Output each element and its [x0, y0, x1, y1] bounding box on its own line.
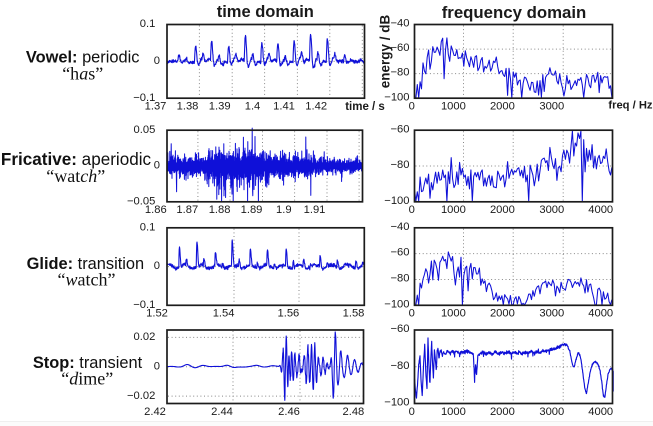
svg-text:−100: −100	[384, 298, 409, 310]
svg-text:0: 0	[409, 308, 415, 320]
svg-text:−0.02: −0.02	[127, 390, 155, 402]
svg-text:“watch”: “watch”	[46, 166, 105, 186]
svg-text:3000: 3000	[539, 406, 564, 418]
svg-text:0: 0	[154, 55, 160, 67]
svg-text:0: 0	[409, 406, 415, 418]
svg-text:1.87: 1.87	[176, 204, 198, 216]
svg-text:1.86: 1.86	[145, 204, 167, 216]
svg-text:Glide: transition: Glide: transition	[27, 255, 145, 273]
svg-text:time domain: time domain	[217, 3, 314, 21]
svg-text:−80: −80	[391, 67, 410, 79]
svg-text:−80: −80	[391, 360, 410, 372]
svg-text:−80: −80	[391, 273, 410, 285]
svg-text:freq / Hz: freq / Hz	[608, 100, 653, 112]
svg-text:1.52: 1.52	[146, 308, 168, 320]
svg-text:−60: −60	[391, 323, 410, 335]
svg-text:0: 0	[409, 204, 415, 216]
svg-text:4000: 4000	[588, 204, 613, 216]
svg-text:−40: −40	[391, 221, 410, 233]
svg-text:−0.1: −0.1	[133, 92, 155, 104]
svg-text:1.91: 1.91	[304, 204, 326, 216]
svg-text:1000: 1000	[441, 308, 466, 320]
svg-text:3000: 3000	[539, 308, 564, 320]
svg-text:1000: 1000	[441, 406, 466, 418]
svg-text:Stop: transient: Stop: transient	[33, 354, 143, 372]
svg-text:time / s: time / s	[345, 101, 385, 113]
svg-text:2000: 2000	[490, 204, 515, 216]
svg-text:Fricative: aperiodic: Fricative: aperiodic	[1, 150, 152, 169]
svg-text:4000: 4000	[588, 308, 613, 320]
svg-text:frequency domain: frequency domain	[442, 3, 587, 22]
svg-text:2.48: 2.48	[343, 406, 365, 418]
svg-text:−80: −80	[391, 159, 410, 171]
svg-text:0.05: 0.05	[134, 124, 156, 136]
svg-text:2000: 2000	[490, 308, 515, 320]
svg-text:1.89: 1.89	[241, 204, 263, 216]
svg-text:3000: 3000	[539, 101, 564, 113]
svg-text:2000: 2000	[490, 406, 515, 418]
svg-text:4000: 4000	[588, 406, 613, 418]
svg-text:−0.1: −0.1	[133, 299, 155, 311]
svg-text:−60: −60	[391, 247, 410, 259]
svg-text:−40: −40	[391, 18, 410, 30]
svg-text:−60: −60	[391, 123, 410, 135]
svg-text:Vowel: periodic: Vowel: periodic	[26, 49, 140, 67]
svg-text:1.88: 1.88	[209, 204, 231, 216]
svg-text:“watch”: “watch”	[58, 270, 116, 290]
svg-text:0: 0	[154, 360, 160, 372]
svg-text:1.41: 1.41	[273, 101, 295, 113]
svg-text:2.44: 2.44	[211, 406, 233, 418]
svg-text:−100: −100	[384, 397, 409, 409]
svg-text:0.02: 0.02	[134, 331, 156, 343]
svg-text:−100: −100	[384, 195, 409, 207]
svg-text:−100: −100	[384, 91, 409, 103]
svg-text:1.42: 1.42	[305, 101, 327, 113]
svg-text:−60: −60	[391, 42, 410, 54]
svg-text:1.56: 1.56	[278, 308, 300, 320]
svg-text:energy / dB: energy / dB	[377, 14, 392, 88]
svg-text:0: 0	[154, 260, 160, 272]
svg-text:2.46: 2.46	[278, 406, 300, 418]
svg-text:1.38: 1.38	[177, 101, 199, 113]
svg-text:“has”: “has”	[62, 64, 103, 84]
svg-text:0.1: 0.1	[140, 221, 156, 233]
svg-text:1.4: 1.4	[245, 101, 261, 113]
svg-text:1.9: 1.9	[276, 204, 292, 216]
svg-text:1.54: 1.54	[213, 308, 235, 320]
svg-text:1000: 1000	[441, 204, 466, 216]
svg-text:1000: 1000	[441, 101, 466, 113]
svg-text:2.42: 2.42	[144, 406, 166, 418]
svg-text:0: 0	[154, 160, 160, 172]
svg-text:1.58: 1.58	[343, 308, 365, 320]
svg-text:1.39: 1.39	[209, 101, 231, 113]
svg-text:0: 0	[409, 101, 415, 113]
svg-text:“dime”: “dime”	[61, 369, 113, 389]
svg-text:0.1: 0.1	[140, 18, 156, 30]
svg-text:3000: 3000	[539, 204, 564, 216]
svg-text:−0.05: −0.05	[127, 195, 155, 207]
svg-text:1.37: 1.37	[145, 101, 167, 113]
svg-text:2000: 2000	[490, 101, 515, 113]
